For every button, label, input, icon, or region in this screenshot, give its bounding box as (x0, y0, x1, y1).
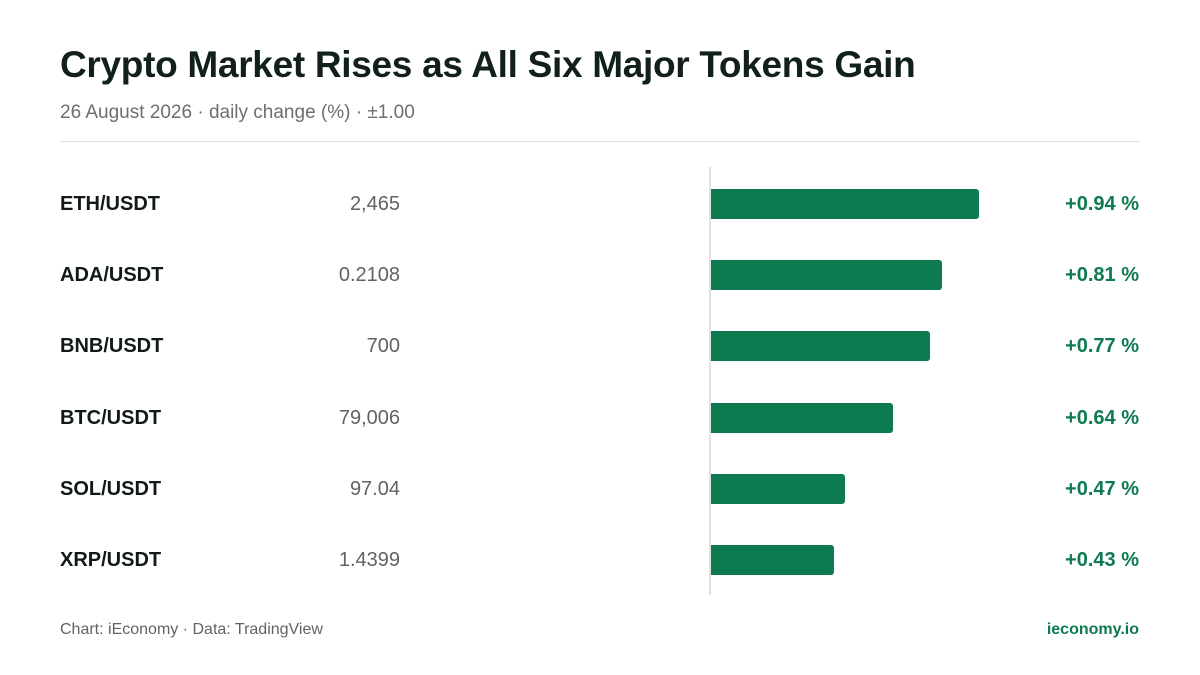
change-value-label: +0.64 % (1065, 407, 1139, 429)
row-label: BNB/USDT (60, 335, 164, 357)
change-value-label: +0.81 % (1065, 264, 1139, 286)
row-label: ADA/USDT (60, 264, 164, 286)
change-bar (711, 545, 834, 575)
row-label: BTC/USDT (60, 407, 162, 429)
row-label: ETH/USDT (60, 193, 160, 215)
change-value-label: +0.47 % (1065, 478, 1139, 500)
change-bar (711, 403, 893, 433)
change-bar (711, 474, 845, 504)
change-value-label: +0.77 % (1065, 335, 1139, 357)
row-label: XRP/USDT (60, 549, 162, 571)
row-price: 700 (366, 335, 400, 357)
chart-subtitle: 26 August 2026 · daily change (%) · ±1.0… (60, 102, 415, 123)
chart-title: Crypto Market Rises as All Six Major Tok… (60, 44, 916, 85)
row-price: 2,465 (349, 193, 400, 215)
header-divider (60, 141, 1140, 142)
brand-link[interactable]: ieconomy.io (1046, 621, 1139, 638)
zero-axis-line (709, 167, 711, 595)
change-bar (711, 331, 930, 361)
row-price: 97.04 (349, 478, 400, 500)
change-bar (711, 189, 979, 219)
change-bar (711, 260, 942, 290)
row-price: 1.4399 (338, 549, 400, 571)
row-price: 0.2108 (338, 264, 400, 286)
row-label: SOL/USDT (60, 478, 162, 500)
source-credit: Chart: iEconomy · Data: TradingView (60, 621, 323, 638)
change-value-label: +0.94 % (1065, 193, 1139, 215)
change-value-label: +0.43 % (1065, 549, 1139, 571)
row-price: 79,006 (338, 407, 400, 429)
